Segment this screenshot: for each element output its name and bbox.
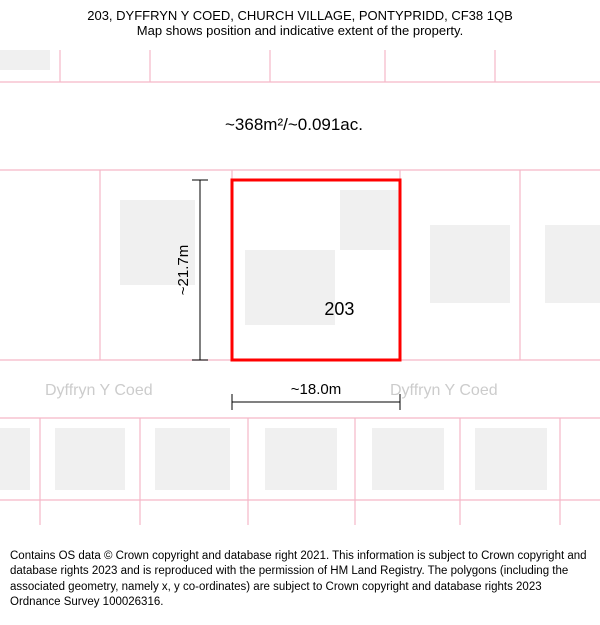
map-container: Dyffryn Y Coed Dyffryn Y Coed 203 ~368m²/~0… <box>0 50 600 525</box>
page-title: 203, DYFFRYN Y COED, CHURCH VILLAGE, PON… <box>10 8 590 23</box>
building <box>340 190 400 250</box>
property-map: Dyffryn Y Coed Dyffryn Y Coed 203 ~368m²/~0… <box>0 50 600 525</box>
building <box>265 428 337 490</box>
street-label: Dyffryn Y Coed <box>390 382 498 399</box>
area-label: ~368m²/~0.091ac. <box>225 115 363 134</box>
building <box>0 428 30 490</box>
building <box>545 225 600 303</box>
header: 203, DYFFRYN Y COED, CHURCH VILLAGE, PON… <box>0 0 600 42</box>
page-subtitle: Map shows position and indicative extent… <box>10 23 590 38</box>
house-number-label: 203 <box>324 299 354 319</box>
copyright-footer: Contains OS data © Crown copyright and d… <box>0 541 600 625</box>
width-dimension-label: ~18.0m <box>291 381 341 398</box>
building <box>475 428 547 490</box>
street-label: Dyffryn Y Coed <box>45 382 153 399</box>
height-dimension-label: ~21.7m <box>175 245 192 295</box>
building <box>0 50 50 70</box>
building <box>372 428 444 490</box>
building <box>155 428 230 490</box>
building <box>245 250 335 325</box>
building <box>55 428 125 490</box>
building <box>430 225 510 303</box>
